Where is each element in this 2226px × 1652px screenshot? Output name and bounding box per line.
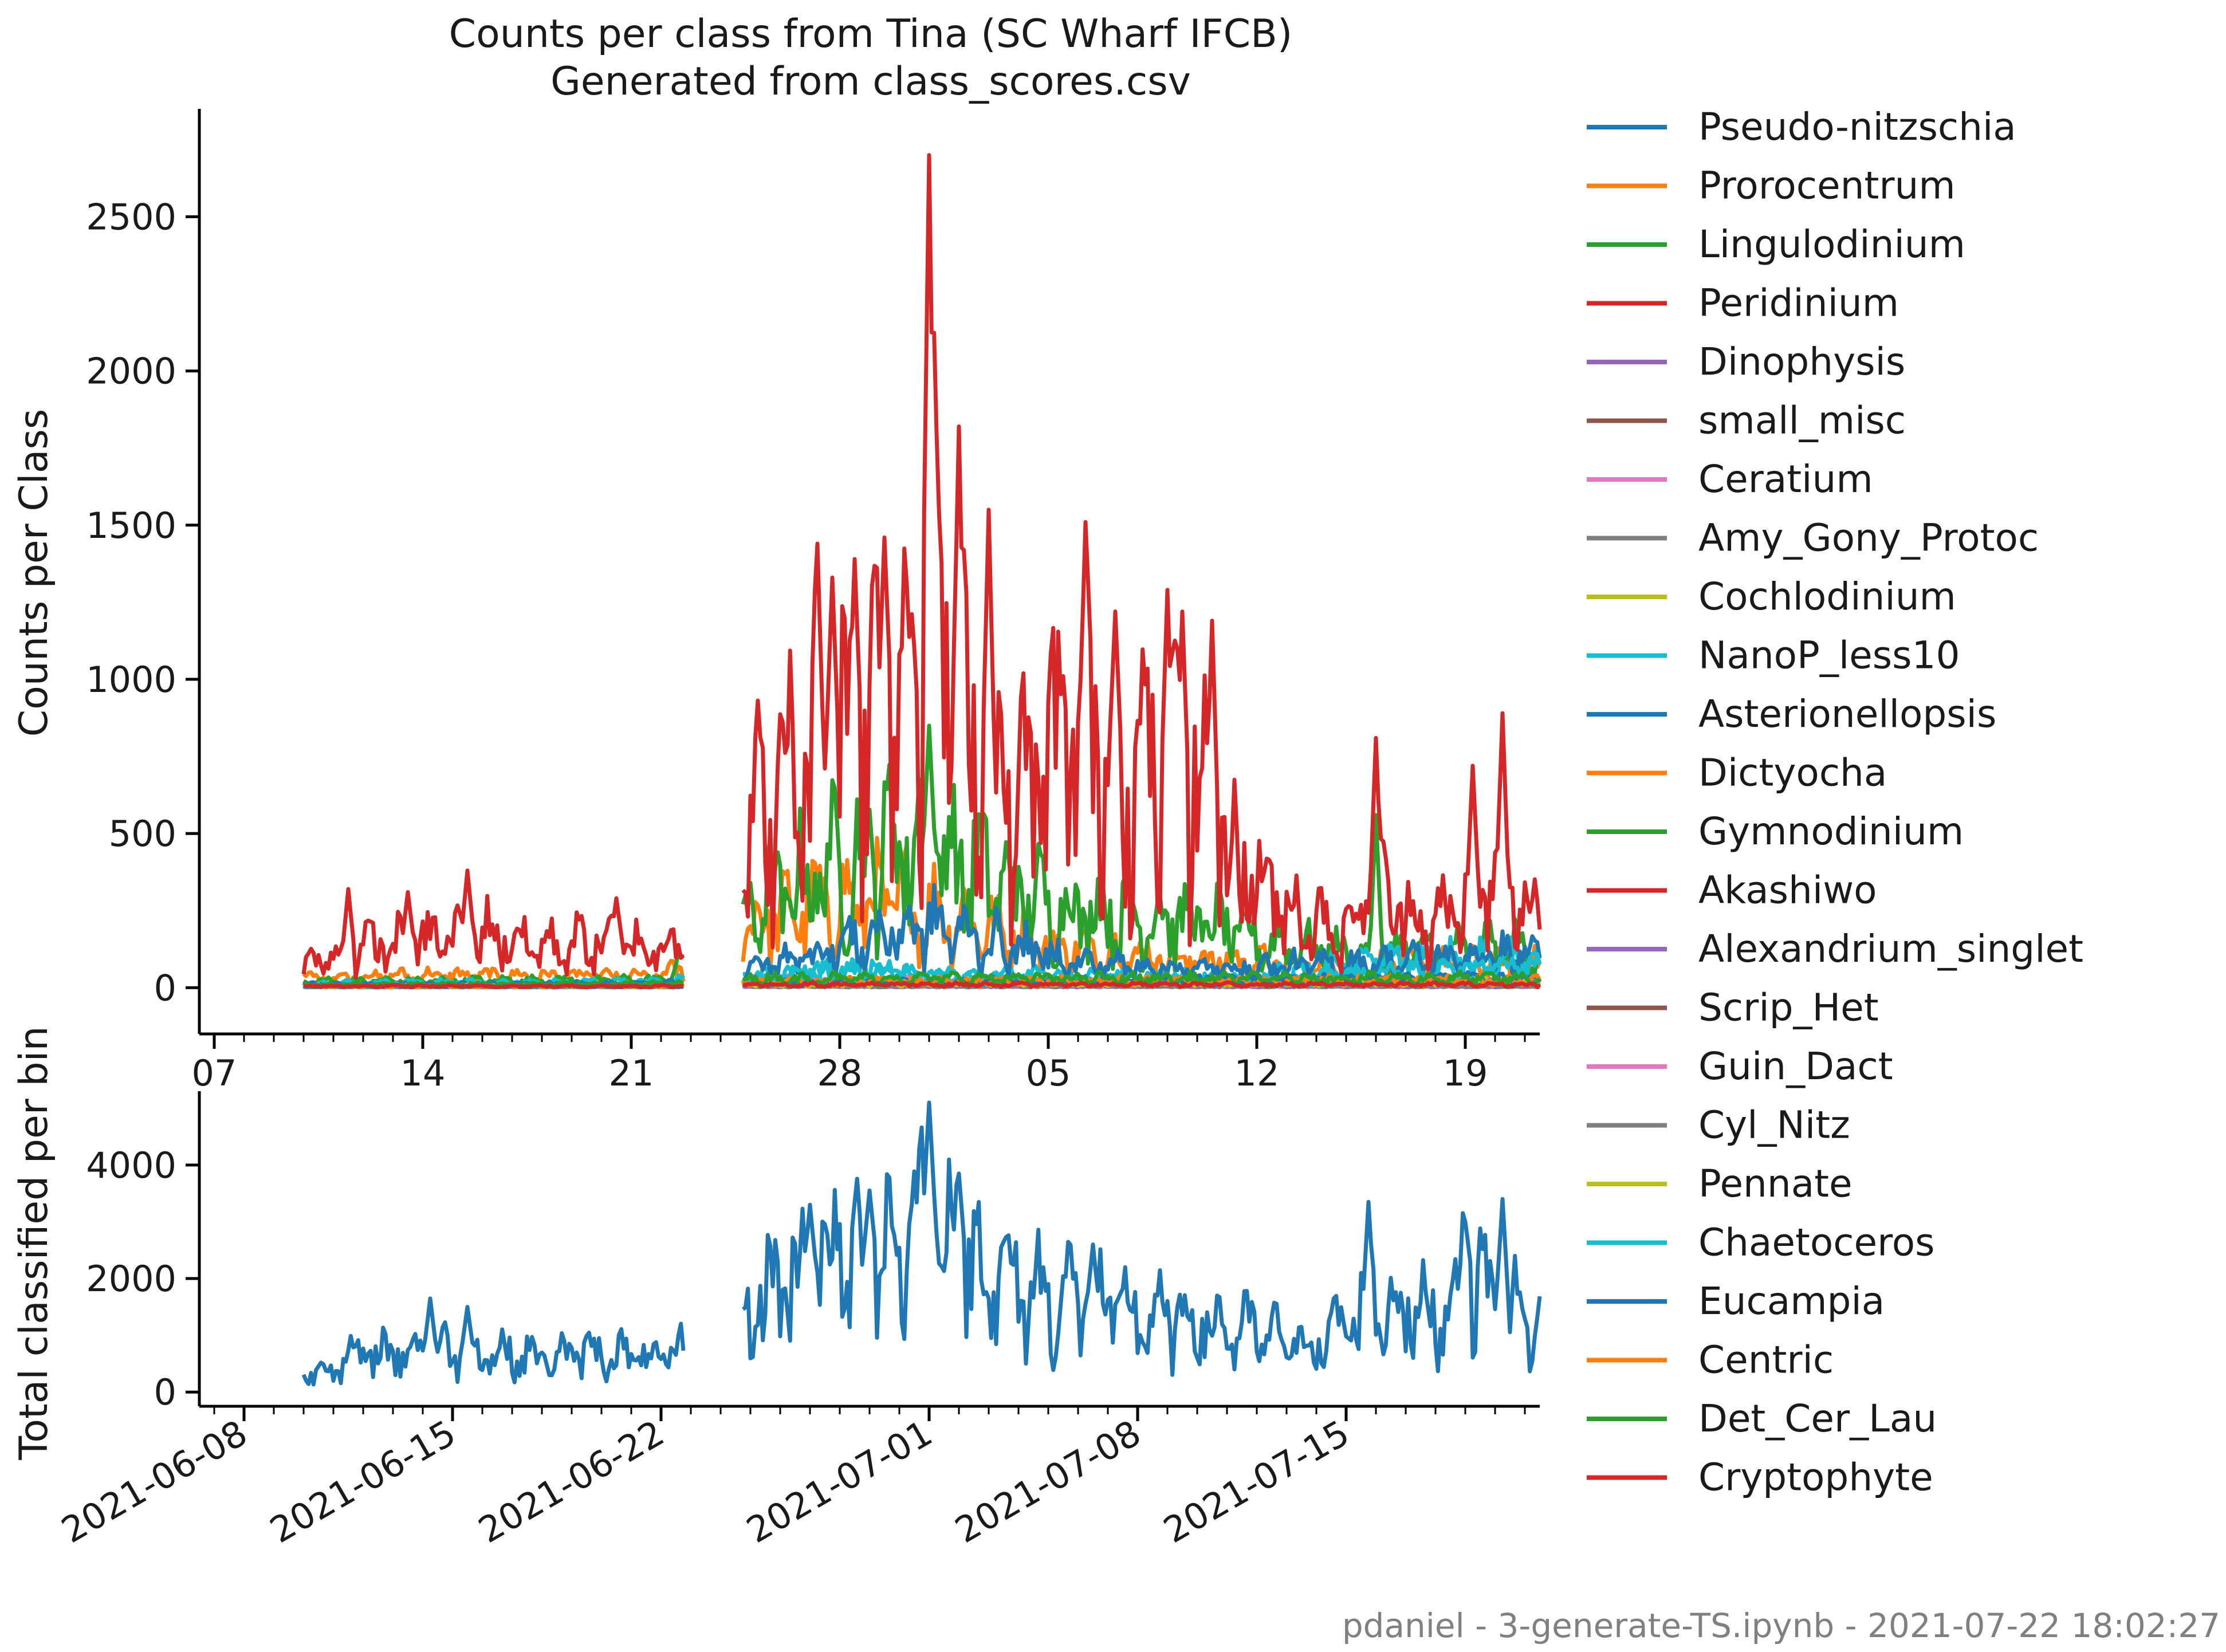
legend: Pseudo-nitzschia Prorocentrum Lingulodiniu… [1587, 105, 2083, 1500]
legend-label: Alexandrium_singlet [1698, 927, 2083, 971]
legend-label: small_misc [1698, 399, 1906, 443]
x-tick-label: 05 [1026, 1052, 1071, 1094]
top-y-ticks: 0 500 1000 1500 2000 2500 [86, 196, 199, 1009]
series-line [301, 1100, 1542, 1387]
y-tick-label: 4000 [86, 1144, 176, 1186]
series-line [302, 980, 1541, 990]
legend-label: Chaetoceros [1698, 1221, 1935, 1265]
bottom-y-axis-label: Total classified per bin [11, 1026, 57, 1460]
legend-label: Eucampia [1698, 1279, 1885, 1323]
y-tick-label: 500 [109, 813, 176, 855]
x-tick-label: 28 [817, 1052, 863, 1094]
top-axes: 0 500 1000 1500 2000 2500 07 14 21 28 05 12 19 Coun… [11, 109, 1542, 1094]
series-line [301, 153, 1542, 980]
top-x-ticks: 07 14 21 28 05 12 19 [192, 1034, 1526, 1094]
x-tick-label: 12 [1234, 1052, 1280, 1094]
legend-label: Ceratium [1698, 457, 1873, 501]
legend-label: Pennate [1698, 1162, 1853, 1206]
y-tick-label: 2000 [86, 351, 176, 392]
y-tick-label: 2500 [86, 196, 176, 238]
legend-label: Det_Cer_Lau [1698, 1397, 1937, 1441]
legend-label: Cyl_Nitz [1698, 1103, 1850, 1147]
legend-label: Guin_Dact [1698, 1044, 1893, 1088]
legend-label: Amy_Gony_Protoc [1698, 516, 2039, 560]
legend-label: Gymnodinium [1698, 809, 1964, 853]
legend-label: NanoP_less10 [1698, 634, 1960, 678]
chart-title: Counts per class from Tina (SC Wharf IFC… [449, 11, 1293, 57]
top-y-axis-label: Counts per Class [11, 409, 57, 737]
y-tick-label: 0 [154, 1371, 176, 1413]
x-tick-label: 07 [192, 1052, 237, 1094]
chart-subtitle: Generated from class_scores.csv [550, 59, 1191, 104]
y-tick-label: 1500 [86, 505, 176, 546]
legend-label: Scrip_Het [1698, 986, 1879, 1030]
x-tick-label: 14 [400, 1052, 446, 1094]
legend-label: Peridinium [1698, 281, 1899, 325]
x-tick-label: 21 [609, 1052, 654, 1094]
legend-label: Lingulodinium [1698, 222, 1965, 266]
y-tick-label: 0 [154, 967, 176, 1009]
legend-label: Dinophysis [1698, 340, 1905, 384]
legend-label: Cryptophyte [1698, 1456, 1933, 1500]
bottom-series-lines [301, 1100, 1542, 1387]
legend-label: Asterionellopsis [1698, 692, 1996, 736]
legend-label: Cochlodinium [1698, 575, 1956, 619]
legend-label: Pseudo-nitzschia [1698, 105, 2016, 149]
footer-text: pdaniel - 3-generate-TS.ipynb - 2021-07-… [1342, 1606, 2220, 1645]
y-tick-label: 2000 [86, 1258, 176, 1300]
legend-label: Akashiwo [1698, 868, 1877, 912]
bottom-y-ticks: 0 2000 4000 [86, 1144, 199, 1413]
x-tick-label: 19 [1443, 1052, 1488, 1094]
legend-label: Prorocentrum [1698, 164, 1956, 208]
y-tick-label: 1000 [86, 659, 176, 701]
top-series-lines [301, 153, 1542, 990]
legend-label: Centric [1698, 1338, 1834, 1382]
legend-label: Dictyocha [1698, 751, 1887, 795]
